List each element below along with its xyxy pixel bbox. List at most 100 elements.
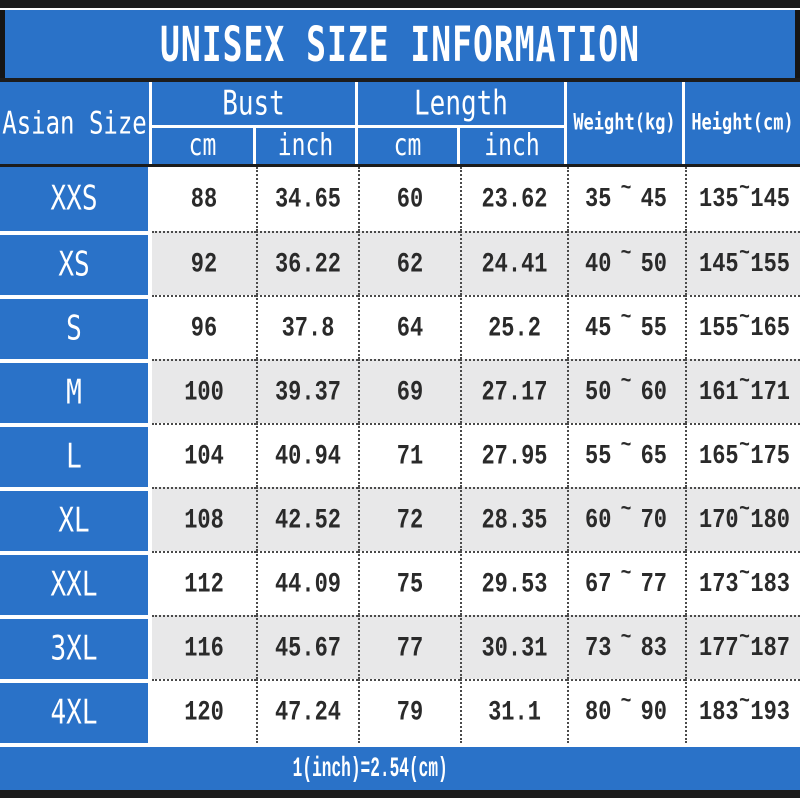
bust-inch-cell: 37.8	[256, 295, 358, 359]
size-label: XXL	[50, 565, 98, 605]
tilde: ~	[620, 304, 632, 330]
bust-cm-cell: 100	[152, 359, 256, 423]
header-asian-size: Asian Size	[0, 82, 152, 164]
length-cm-cell: 79	[358, 679, 460, 743]
header-bust-inch: inch	[256, 128, 355, 164]
tilde: ~	[739, 560, 750, 586]
table-row-s: S 96 37.8 64 25.2 45 ~55 155 ~165	[0, 295, 800, 359]
header-length-inch-label: inch	[484, 129, 540, 163]
weight-range-cell: 50 ~60	[567, 359, 685, 423]
bust-inch-cell: 34.65	[256, 167, 358, 231]
length-cm-cell: 62	[358, 231, 460, 295]
bust-cm-cell: 116	[152, 615, 256, 679]
header-length-subrow: cm inch	[358, 128, 564, 164]
header-weight-label: Weight(kg)	[573, 110, 676, 136]
header-length-cm: cm	[358, 128, 460, 164]
bust-inch-cell: 47.24	[256, 679, 358, 743]
height-range-cell: 183 ~193	[685, 679, 800, 743]
length-inch-cell: 23.62	[460, 167, 567, 231]
tilde: ~	[739, 432, 750, 458]
length-inch-cell: 29.53	[460, 551, 567, 615]
page-title: UNISEX SIZE INFORMATION	[160, 15, 640, 73]
tilde: ~	[739, 688, 750, 714]
length-inch-cell: 27.95	[460, 423, 567, 487]
weight-range-cell: 55 ~65	[567, 423, 685, 487]
size-cell: S	[0, 295, 152, 359]
header-divider	[0, 164, 800, 167]
height-range-cell: 155 ~165	[685, 295, 800, 359]
length-cm-cell: 71	[358, 423, 460, 487]
conversion-note: 1(inch)=2.54(cm)	[292, 752, 448, 785]
tilde: ~	[620, 432, 632, 458]
header-bust-cm: cm	[152, 128, 256, 164]
table-row-l: L 104 40.94 71 27.95 55 ~65 165 ~175	[0, 423, 800, 487]
height-range-cell: 170 ~180	[685, 487, 800, 551]
footer-gap	[0, 743, 800, 747]
weight-range-cell: 60 ~70	[567, 487, 685, 551]
height-range-cell: 135 ~145	[685, 167, 800, 231]
tilde: ~	[739, 175, 750, 201]
bust-cm-cell: 104	[152, 423, 256, 487]
size-label: XXS	[50, 179, 98, 219]
table-row-xl: XL 108 42.52 72 28.35 60 ~70 170 ~180	[0, 487, 800, 551]
title-banner: UNISEX SIZE INFORMATION	[0, 10, 800, 78]
size-label: S	[66, 309, 82, 349]
table-row-xxl: XXL 112 44.09 75 29.53 67 ~77 173 ~183	[0, 551, 800, 615]
top-border-bar	[0, 0, 800, 8]
bust-inch-cell: 39.37	[256, 359, 358, 423]
size-label: XS	[58, 245, 90, 285]
size-cell: M	[0, 359, 152, 423]
header-length-inch: inch	[460, 128, 564, 164]
tilde: ~	[620, 560, 632, 586]
length-inch-cell: 27.17	[460, 359, 567, 423]
length-cm-cell: 60	[358, 167, 460, 231]
size-cell: XXL	[0, 551, 152, 615]
tilde: ~	[739, 496, 750, 522]
tilde: ~	[620, 368, 632, 394]
size-label: 3XL	[50, 629, 98, 669]
bust-cm-cell: 96	[152, 295, 256, 359]
height-range-cell: 161 ~171	[685, 359, 800, 423]
tilde: ~	[739, 368, 750, 394]
height-range-cell: 165 ~175	[685, 423, 800, 487]
tilde: ~	[620, 624, 632, 650]
weight-range-cell: 35 ~45	[567, 167, 685, 231]
table-row-m: M 100 39.37 69 27.17 50 ~60 161 ~171	[0, 359, 800, 423]
height-range-cell: 177 ~187	[685, 615, 800, 679]
weight-range-cell: 67 ~77	[567, 551, 685, 615]
header-bust: Bust	[152, 82, 355, 128]
header-length-cm-label: cm	[393, 129, 422, 163]
table-header: Asian Size Bust cm inch Length cm	[0, 82, 800, 164]
header-height-label: Height(cm)	[691, 110, 794, 136]
header-length: Length	[358, 82, 564, 128]
header-length-label: Length	[414, 84, 508, 123]
header-asian-size-label: Asian Size	[2, 104, 147, 142]
tilde: ~	[739, 624, 750, 650]
bust-cm-cell: 120	[152, 679, 256, 743]
weight-range-cell: 45 ~55	[567, 295, 685, 359]
length-inch-cell: 24.41	[460, 231, 567, 295]
tilde: ~	[620, 688, 632, 714]
weight-range-cell: 73 ~83	[567, 615, 685, 679]
tilde: ~	[620, 240, 632, 266]
size-cell: XS	[0, 231, 152, 295]
weight-range-cell: 80 ~90	[567, 679, 685, 743]
length-cm-cell: 72	[358, 487, 460, 551]
length-inch-cell: 28.35	[460, 487, 567, 551]
bust-cm-cell: 112	[152, 551, 256, 615]
size-cell: 3XL	[0, 615, 152, 679]
header-height: Height(cm)	[685, 82, 800, 164]
size-cell: XXS	[0, 167, 152, 231]
header-bust-subrow: cm inch	[152, 128, 355, 164]
bust-inch-cell: 42.52	[256, 487, 358, 551]
bottom-border-bar	[0, 790, 800, 798]
size-label: L	[66, 437, 82, 477]
size-cell: L	[0, 423, 152, 487]
length-cm-cell: 64	[358, 295, 460, 359]
size-cell: 4XL	[0, 679, 152, 743]
size-label: M	[66, 373, 82, 413]
bust-cm-cell: 92	[152, 231, 256, 295]
length-cm-cell: 77	[358, 615, 460, 679]
length-inch-cell: 31.1	[460, 679, 567, 743]
